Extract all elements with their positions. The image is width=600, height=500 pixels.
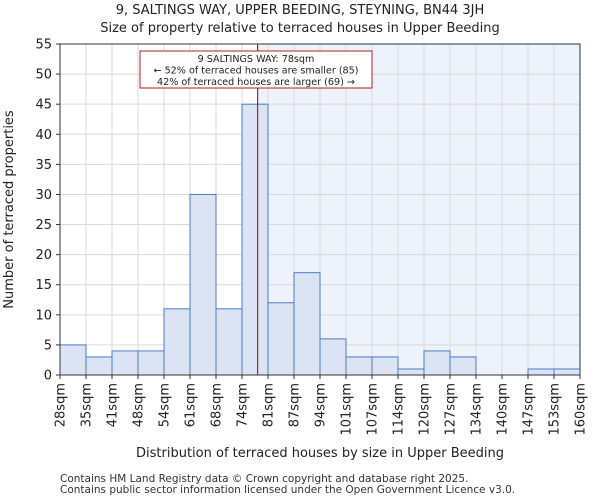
x-tick-label: 127sqm	[444, 383, 459, 436]
y-tick-label: 5	[44, 338, 52, 353]
histogram-bar	[59, 344, 87, 376]
x-tick-label: 140sqm	[496, 383, 511, 436]
x-tick-label: 120sqm	[418, 383, 433, 436]
y-tick-label: 30	[35, 188, 52, 203]
histogram-bar	[215, 308, 243, 376]
y-axis-title: Number of terraced properties	[2, 110, 17, 309]
histogram-bar	[111, 350, 139, 376]
histogram-bar	[449, 356, 477, 376]
chart-title: 9, SALTINGS WAY, UPPER BEEDING, STEYNING…	[115, 3, 485, 18]
y-tick-label: 25	[35, 218, 52, 233]
x-tick-label: 81sqm	[262, 383, 277, 427]
x-tick-label: 54sqm	[158, 383, 173, 427]
histogram-bar	[553, 368, 581, 376]
histogram-bar	[241, 103, 269, 376]
x-tick-label: 101sqm	[340, 383, 355, 436]
y-tick-label: 45	[35, 98, 52, 113]
footer-licence: Contains public sector information licen…	[60, 484, 516, 496]
histogram-bar	[345, 356, 373, 376]
histogram-bar	[423, 350, 451, 376]
histogram-bar	[85, 356, 113, 376]
y-tick-label: 20	[35, 248, 52, 263]
x-tick-label: 87sqm	[288, 383, 303, 427]
x-tick-label: 107sqm	[366, 383, 381, 436]
histogram-bar	[163, 308, 191, 376]
annotation-line-1: 9 SALTINGS WAY: 78sqm	[198, 54, 315, 65]
histogram-bar	[371, 356, 399, 376]
x-tick-label: 61sqm	[184, 383, 199, 427]
histogram-bar	[267, 302, 295, 376]
y-tick-label: 50	[35, 68, 52, 83]
x-tick-label: 48sqm	[132, 383, 147, 427]
y-tick-label: 35	[35, 158, 52, 173]
x-tick-label: 114sqm	[392, 383, 407, 436]
footer-copyright: Contains HM Land Registry data © Crown c…	[60, 473, 469, 485]
x-tick-label: 74sqm	[236, 383, 251, 427]
histogram-bar	[319, 338, 347, 376]
x-tick-label: 35sqm	[80, 383, 95, 427]
annotation-box	[139, 50, 373, 89]
x-tick-label: 147sqm	[522, 383, 537, 436]
y-tick-label: 40	[35, 128, 52, 143]
x-tick-label: 134sqm	[470, 383, 485, 436]
histogram-bar	[137, 350, 165, 376]
chart-subtitle: Size of property relative to terraced ho…	[100, 21, 500, 36]
y-tick-label: 15	[35, 278, 52, 293]
x-tick-label: 28sqm	[54, 383, 69, 427]
annotation-line-3: 42% of terraced houses are larger (69) →	[157, 77, 355, 88]
histogram-bar	[293, 272, 321, 376]
y-tick-label: 0	[44, 369, 52, 384]
x-tick-label: 94sqm	[314, 383, 329, 427]
x-tick-label: 160sqm	[574, 383, 589, 436]
annotation-line-2: ← 52% of terraced houses are smaller (85…	[153, 66, 358, 77]
histogram-bar	[189, 193, 217, 376]
x-tick-label: 68sqm	[210, 383, 225, 427]
x-tick-label: 41sqm	[106, 383, 121, 427]
y-tick-label: 10	[35, 308, 52, 323]
histogram-bar	[397, 368, 425, 376]
histogram-bar	[527, 368, 555, 376]
y-tick-label: 55	[35, 38, 52, 53]
x-axis-title: Distribution of terraced houses by size …	[136, 446, 504, 461]
x-tick-label: 153sqm	[548, 383, 563, 436]
